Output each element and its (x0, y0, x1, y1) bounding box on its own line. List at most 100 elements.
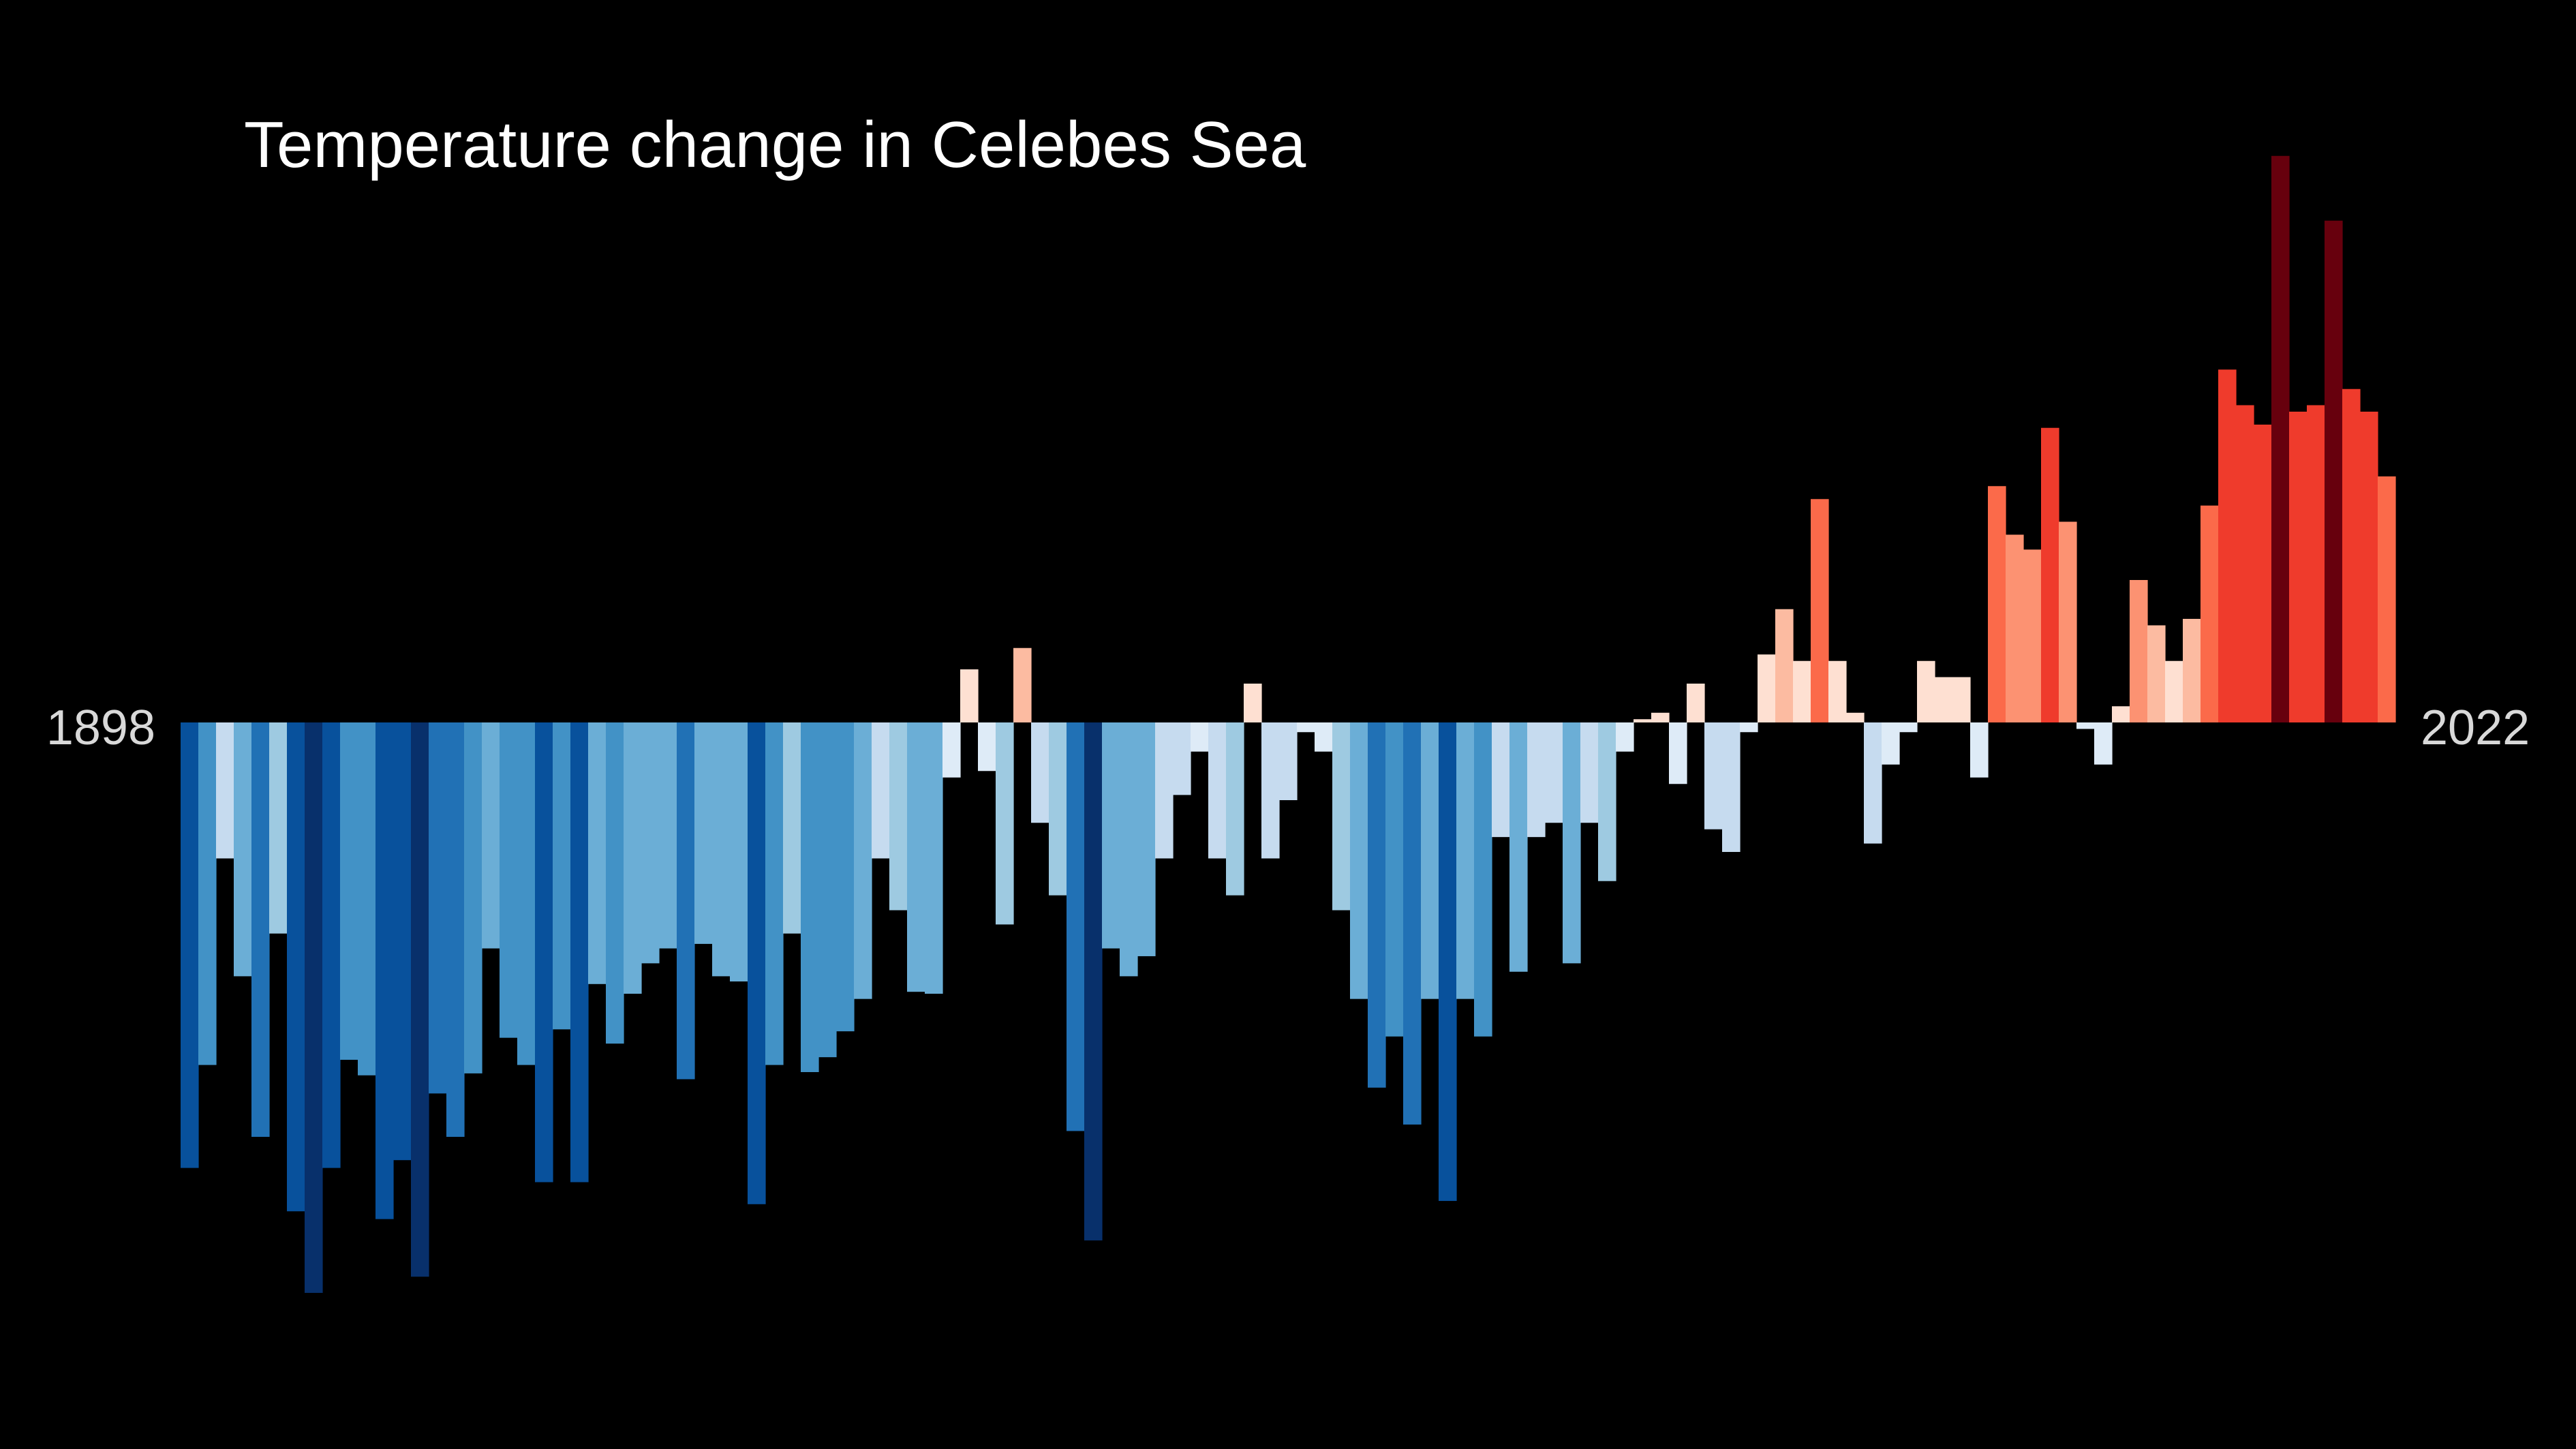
bar-1948 (1067, 722, 1085, 1131)
bar-1930 (748, 722, 766, 1204)
bar-1905 (305, 722, 323, 1293)
bar-1988 (1775, 609, 1794, 722)
bar-1918 (535, 722, 553, 1183)
bar-1971 (1474, 722, 1492, 1037)
chart-title: Temperature change in Celebes Sea (244, 108, 1306, 181)
bar-1939 (907, 722, 925, 992)
bar-1936 (854, 722, 872, 999)
bar-1968 (1421, 722, 1439, 999)
bar-1912 (429, 722, 447, 1094)
bar-1933 (801, 722, 819, 1072)
bar-2016 (2271, 155, 2290, 722)
bar-1955 (1191, 722, 1209, 752)
bar-1977 (1580, 722, 1599, 823)
bar-1972 (1492, 722, 1510, 838)
bar-2006 (2094, 722, 2113, 765)
bar-1938 (889, 722, 908, 911)
bar-1979 (1616, 722, 1634, 752)
bar-1920 (570, 722, 589, 1183)
bar-1997 (1935, 677, 1953, 722)
bar-1931 (765, 722, 784, 1065)
bar-1985 (1722, 722, 1741, 852)
start-year-label: 1898 (46, 701, 155, 755)
bar-1942 (960, 669, 979, 722)
bar-1906 (322, 722, 341, 1168)
bar-2022 (2378, 476, 2396, 722)
bar-1946 (1031, 722, 1049, 823)
bar-1934 (818, 722, 837, 1058)
bar-1940 (925, 722, 943, 994)
bar-1954 (1173, 722, 1191, 795)
bar-1987 (1758, 654, 1776, 722)
bar-1995 (1899, 722, 1918, 733)
bar-1925 (659, 722, 677, 949)
bar-1941 (942, 722, 961, 778)
bar-1950 (1102, 722, 1120, 949)
bar-1932 (783, 722, 801, 934)
bar-1910 (393, 722, 412, 1161)
bar-1901 (234, 722, 252, 977)
bar-1902 (251, 722, 270, 1137)
bar-2014 (2236, 405, 2254, 722)
bar-1921 (588, 722, 607, 984)
bar-1899 (198, 722, 217, 1065)
bar-1989 (1793, 660, 1811, 722)
bar-2009 (2147, 625, 2166, 722)
bar-1974 (1527, 722, 1546, 838)
bar-1935 (836, 722, 855, 1032)
bar-2017 (2289, 412, 2307, 722)
bar-1928 (712, 722, 731, 977)
bar-1922 (606, 722, 624, 1044)
bar-1961 (1297, 722, 1315, 733)
bar-1913 (446, 722, 465, 1137)
bar-2007 (2112, 706, 2130, 722)
bar-1937 (872, 722, 890, 859)
bar-1898 (181, 722, 199, 1168)
bar-1919 (553, 722, 571, 1030)
end-year-label: 2022 (2421, 701, 2530, 755)
bar-2015 (2254, 425, 2272, 722)
bar-1957 (1226, 722, 1244, 896)
bar-1980 (1634, 719, 1652, 722)
bar-1943 (978, 722, 996, 772)
bar-1909 (375, 722, 394, 1219)
bar-1998 (1952, 677, 1971, 722)
bar-2018 (2307, 405, 2325, 722)
bar-1996 (1917, 660, 1935, 722)
bar-1962 (1315, 722, 1333, 752)
bar-1907 (340, 722, 358, 1060)
bar-1949 (1084, 722, 1103, 1240)
bar-2003 (2041, 427, 2059, 722)
bar-1903 (269, 722, 288, 934)
bar-2004 (2059, 521, 2077, 722)
bar-2020 (2342, 388, 2361, 722)
bar-1982 (1669, 722, 1687, 784)
bar-1986 (1740, 722, 1758, 733)
bar-2011 (2183, 619, 2201, 722)
bar-1992 (1846, 712, 1865, 722)
bar-1915 (482, 722, 500, 949)
bar-1965 (1368, 722, 1386, 1088)
bar-1978 (1598, 722, 1616, 881)
bar-1969 (1439, 722, 1457, 1202)
bar-2000 (1988, 486, 2006, 722)
bar-2021 (2360, 412, 2378, 722)
bar-1904 (287, 722, 305, 1212)
bar-2002 (2023, 549, 2042, 722)
bar-1994 (1882, 722, 1900, 765)
bar-1953 (1155, 722, 1174, 859)
bar-1984 (1704, 722, 1723, 829)
bar-1952 (1137, 722, 1156, 956)
bar-2012 (2201, 505, 2219, 722)
bar-1926 (677, 722, 695, 1080)
bar-1927 (694, 722, 713, 944)
bar-1983 (1687, 684, 1705, 722)
bar-1999 (1970, 722, 1989, 778)
bar-1958 (1244, 684, 1262, 722)
bar-1956 (1208, 722, 1227, 859)
bar-series (181, 155, 2396, 1293)
bar-1973 (1509, 722, 1528, 972)
bar-1959 (1261, 722, 1280, 859)
bar-1924 (641, 722, 660, 964)
